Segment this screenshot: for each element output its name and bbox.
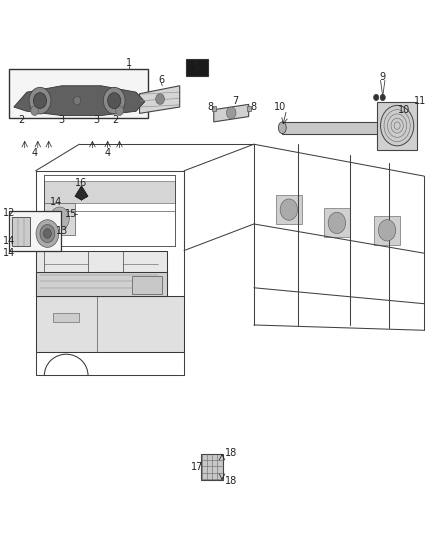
Circle shape (374, 94, 379, 101)
Text: 8: 8 (250, 102, 256, 112)
Text: 18: 18 (225, 477, 237, 486)
Text: 14: 14 (50, 197, 62, 207)
Circle shape (40, 224, 55, 243)
Text: 14: 14 (4, 236, 16, 246)
Bar (9, 211, 61, 251)
Circle shape (108, 93, 121, 109)
Bar (201, 454, 223, 480)
Bar (53, 313, 79, 322)
Bar (374, 216, 400, 245)
Polygon shape (214, 104, 249, 122)
Text: 2: 2 (113, 115, 119, 125)
Text: 11: 11 (414, 95, 426, 106)
Circle shape (103, 87, 125, 114)
Circle shape (50, 207, 69, 230)
Circle shape (226, 107, 236, 119)
Circle shape (378, 220, 396, 241)
Text: 1: 1 (127, 59, 133, 68)
Bar (132, 276, 162, 294)
Text: 2: 2 (18, 115, 25, 125)
Text: 4: 4 (32, 148, 38, 158)
Circle shape (380, 94, 385, 101)
Text: 17: 17 (191, 463, 204, 472)
Circle shape (116, 106, 124, 116)
Circle shape (36, 220, 59, 247)
Bar (377, 102, 417, 150)
Text: 3: 3 (93, 115, 99, 125)
Circle shape (29, 87, 51, 114)
Text: 15: 15 (65, 209, 78, 220)
Text: 12: 12 (3, 208, 16, 219)
Text: 7: 7 (233, 95, 239, 106)
Bar (35, 272, 166, 296)
Bar (44, 203, 75, 235)
Circle shape (74, 96, 81, 105)
Circle shape (155, 94, 164, 104)
Text: 18: 18 (225, 448, 237, 457)
Circle shape (33, 93, 46, 109)
Bar (9, 69, 148, 118)
Polygon shape (35, 251, 166, 296)
Polygon shape (14, 86, 145, 116)
Bar (186, 59, 208, 76)
Text: 4: 4 (105, 148, 111, 158)
Text: 14: 14 (4, 248, 16, 258)
Bar (276, 195, 302, 224)
Text: 10: 10 (399, 104, 411, 115)
Polygon shape (140, 86, 180, 114)
Text: 3: 3 (59, 115, 65, 125)
Bar (12, 217, 30, 246)
Text: 6: 6 (158, 76, 164, 85)
Polygon shape (283, 122, 381, 134)
Polygon shape (35, 296, 184, 352)
Circle shape (381, 106, 414, 146)
Circle shape (280, 199, 297, 220)
Circle shape (43, 229, 51, 238)
Circle shape (31, 106, 39, 116)
Ellipse shape (279, 122, 286, 134)
Bar (212, 107, 216, 111)
Text: 10: 10 (274, 102, 286, 112)
Circle shape (328, 212, 346, 233)
Bar (324, 208, 350, 237)
Text: 8: 8 (207, 102, 213, 112)
Text: 9: 9 (380, 72, 386, 82)
Bar (44, 181, 175, 203)
Text: 13: 13 (56, 226, 68, 236)
Bar (247, 107, 251, 111)
Text: 16: 16 (75, 178, 88, 188)
Text: 5: 5 (194, 62, 200, 72)
Polygon shape (75, 185, 88, 200)
